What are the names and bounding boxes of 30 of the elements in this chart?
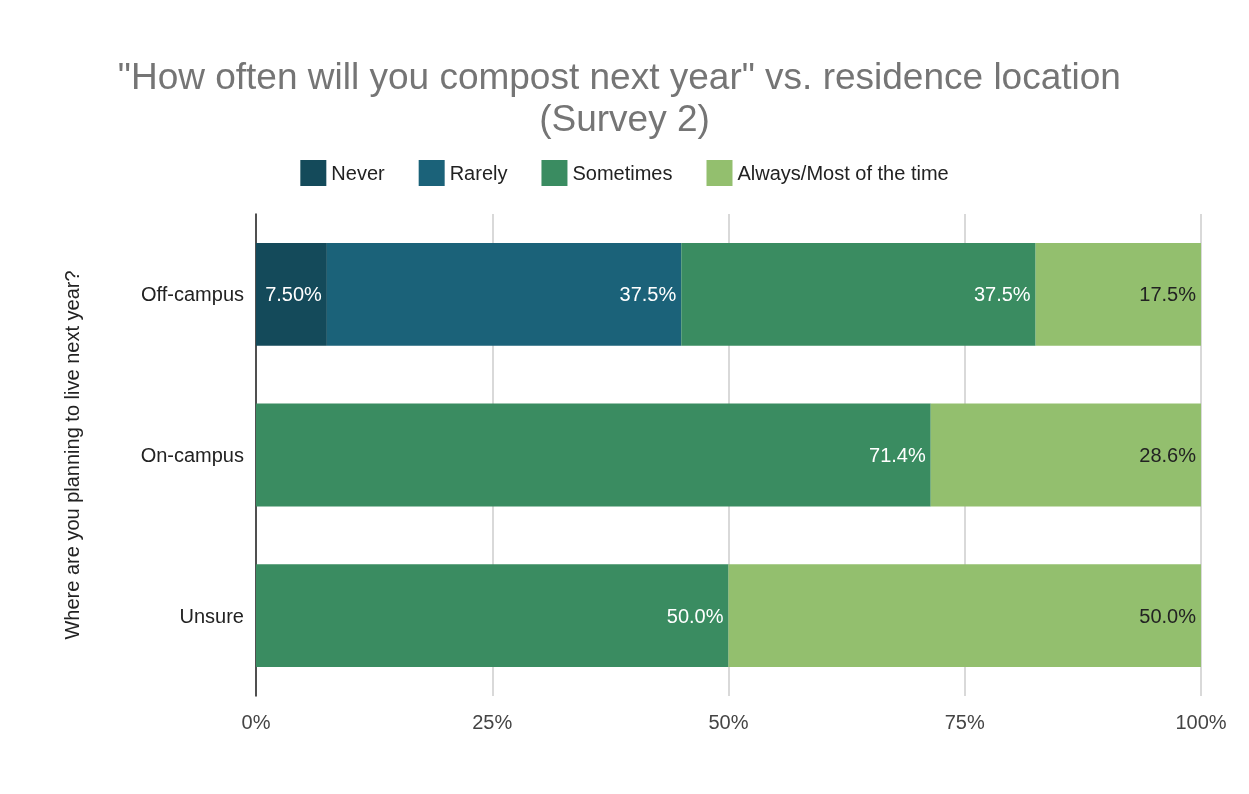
bar bbox=[256, 242, 327, 346]
data-label: 37.5% bbox=[973, 283, 1031, 306]
data-label: 37.5% bbox=[619, 283, 677, 306]
chart-title: "How often will you compost next year" vs. residence location (Survey 2) bbox=[117, 55, 1132, 139]
data-label: 17.5% bbox=[1139, 283, 1197, 306]
data-label: 50.0% bbox=[666, 604, 724, 627]
x-tick-label: 25% bbox=[472, 711, 513, 733]
x-tick-label: 75% bbox=[944, 711, 985, 733]
y-tick-label: Off-campus bbox=[141, 283, 244, 306]
legend-label: Never bbox=[331, 162, 386, 184]
bar bbox=[256, 403, 931, 507]
y-tick-label: On-campus bbox=[140, 444, 244, 466]
x-tick-label: 0% bbox=[241, 711, 271, 733]
bar bbox=[728, 564, 1201, 668]
data-label: 50.0% bbox=[1139, 604, 1197, 627]
y-axis-title: Where are you planning to live next year? bbox=[61, 270, 83, 640]
bar bbox=[1035, 242, 1201, 346]
x-tick-label: 100% bbox=[1175, 711, 1227, 733]
x-tick-label: 50% bbox=[708, 711, 749, 733]
y-tick-label: Unsure bbox=[179, 604, 244, 627]
bar bbox=[256, 564, 729, 668]
bar bbox=[930, 403, 1201, 507]
bar bbox=[326, 242, 682, 346]
data-label: 7.50% bbox=[265, 283, 323, 306]
bar bbox=[681, 242, 1036, 346]
data-label: 28.6% bbox=[1139, 444, 1197, 466]
data-label: 71.4% bbox=[869, 444, 926, 466]
legend-label: Always/Most of the time bbox=[737, 162, 949, 184]
legend-label: Rarely bbox=[449, 162, 508, 184]
legend-label: Sometimes bbox=[572, 162, 673, 184]
